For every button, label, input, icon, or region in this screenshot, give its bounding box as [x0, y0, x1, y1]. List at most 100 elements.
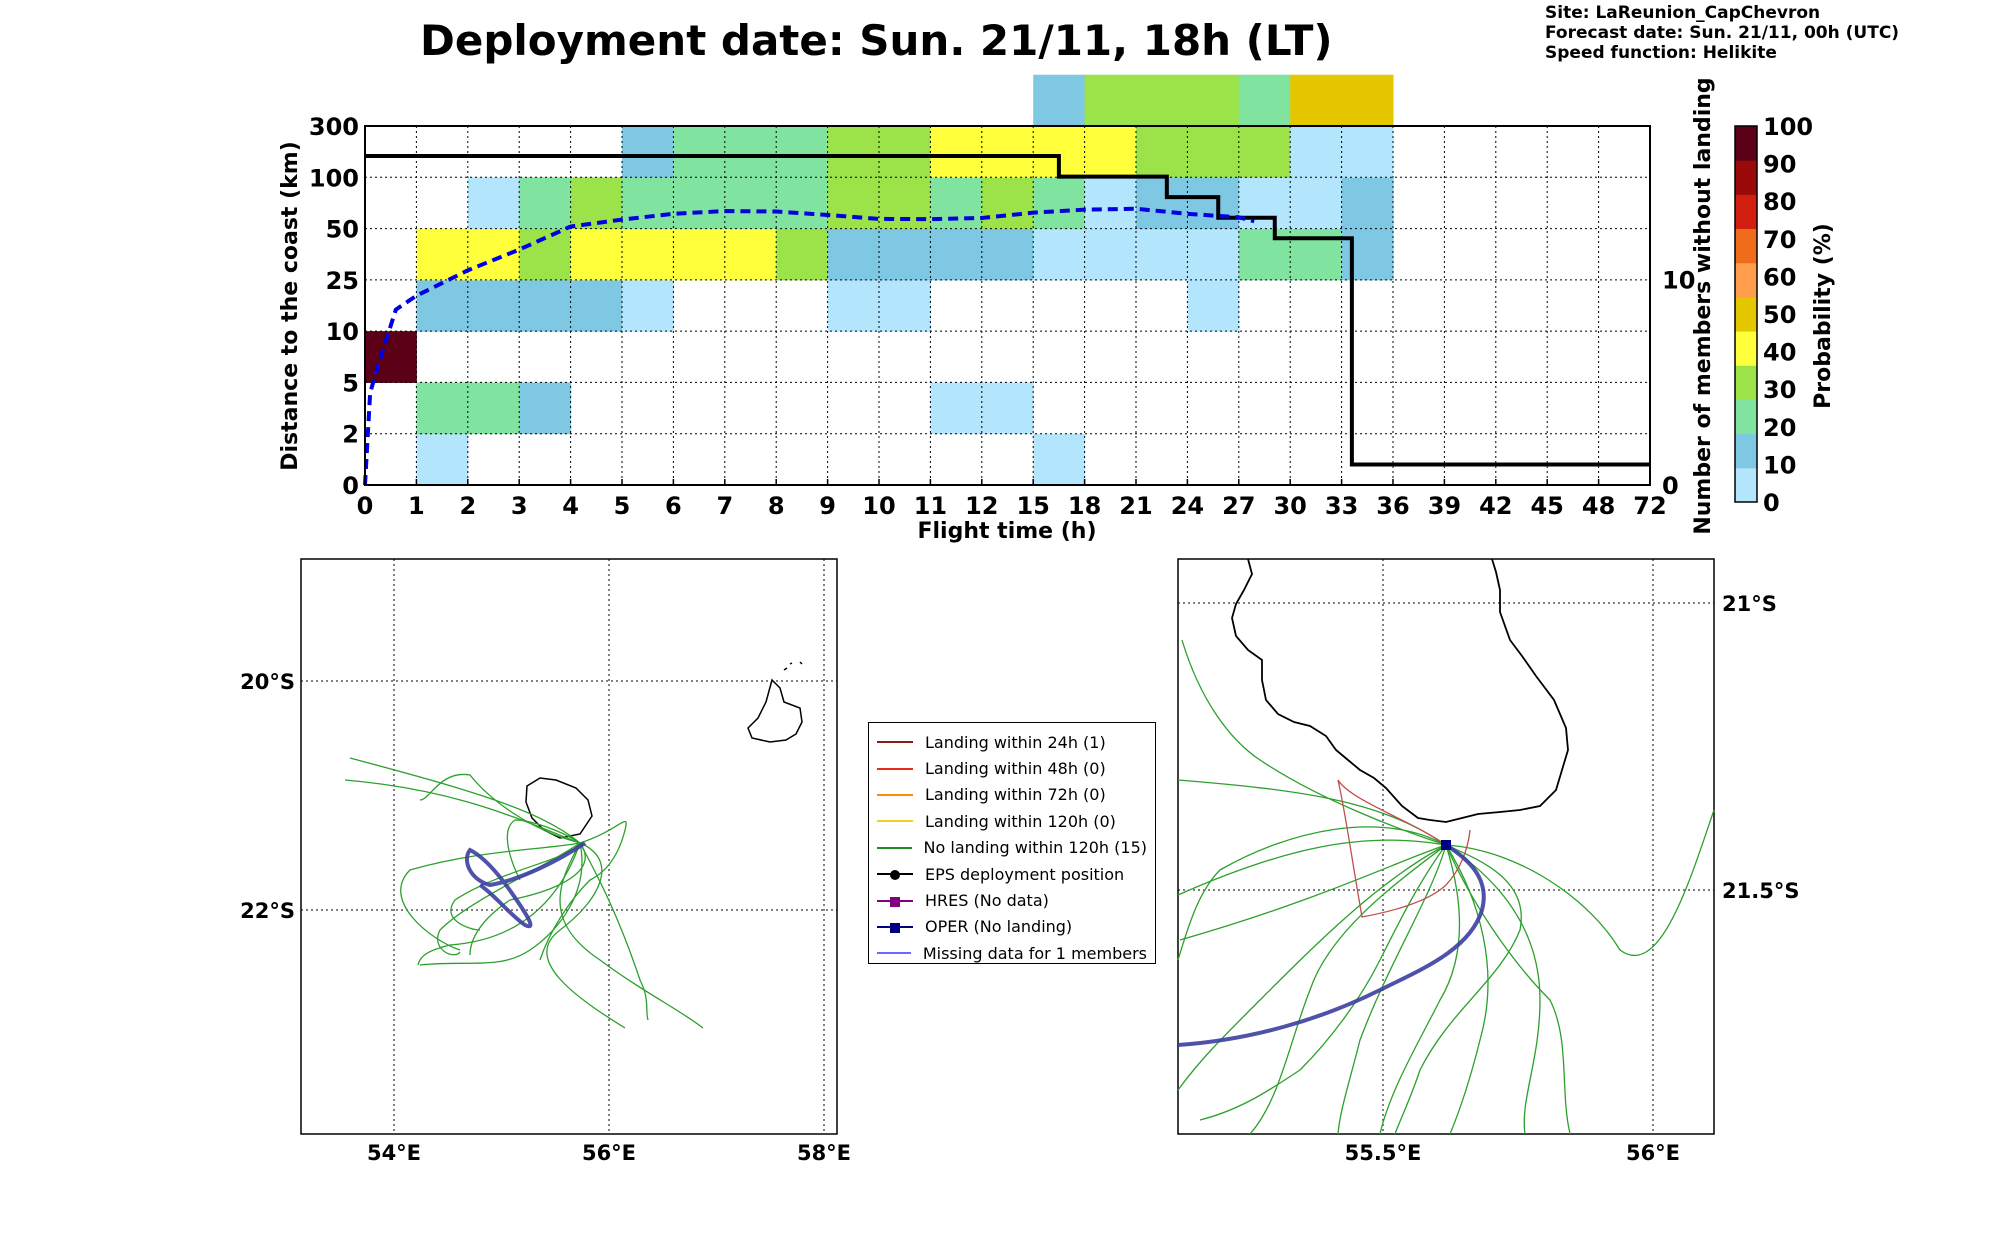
colorbar-tick-label: 0: [1763, 489, 1780, 517]
map-overview-ticks: 54°E 56°E 58°E 20°S 22°S: [240, 670, 851, 1165]
heatmap-lines: [363, 154, 1650, 486]
legend-line-swatch: [877, 870, 913, 881]
map-overview-lon-label: 54°E: [367, 1141, 421, 1165]
heatmap-cell: [827, 279, 880, 332]
map-zoom-lon-label: 55.5°E: [1345, 1141, 1422, 1165]
colorbar-swatch: [1735, 331, 1757, 366]
legend-item: Landing within 24h (1): [877, 729, 1147, 755]
legend-label: OPER (No landing): [925, 917, 1073, 937]
y-tick-label: 2: [342, 421, 359, 449]
legend-item: OPER (No landing): [877, 914, 1147, 940]
heatmap-cell: [827, 126, 880, 178]
heatmap-cell: [1084, 126, 1137, 178]
heatmap-cell: [1033, 228, 1086, 281]
heatmap-cell: [1187, 74, 1240, 127]
heatmap-cell: [1033, 74, 1086, 127]
heatmap-cell: [622, 228, 674, 281]
legend-item: EPS deployment position: [877, 861, 1147, 887]
heatmap-cell: [1033, 433, 1086, 486]
map-overview-frame: [300, 558, 838, 1135]
x-tick-label: 4: [562, 492, 579, 520]
colorbar-tick-label: 90: [1763, 151, 1796, 179]
heatmap-cell: [519, 228, 572, 281]
heatmap-cell: [570, 228, 623, 281]
heatmap-cell: [467, 382, 520, 435]
map-overview: 54°E 56°E 58°E 20°S 22°S: [240, 558, 851, 1165]
heatmap-cell: [365, 331, 417, 383]
legend-item: HRES (No data): [877, 887, 1147, 913]
colorbar-swatch: [1735, 296, 1757, 332]
heatmap-ticks: 0 1 2 3 4 5 6 7 8 9 10 11 12 15 18 21 24 27 30 33 36 39 42 45 48…: [309, 113, 1696, 520]
x-tick-label: 30: [1273, 492, 1306, 520]
y-tick-label: 0: [342, 472, 359, 500]
heatmap-cell: [1238, 126, 1291, 178]
legend-line-swatch: [877, 846, 912, 849]
colorbar-label: Probability (%): [1811, 223, 1836, 409]
x-tick-label: 3: [511, 492, 528, 520]
heatmap-cell: [981, 126, 1034, 178]
x-tick-label: 5: [614, 492, 631, 520]
deployment-marker: [1441, 840, 1451, 850]
legend-line-swatch: [877, 767, 913, 770]
x-tick-label: 45: [1530, 492, 1563, 520]
legend-line-swatch: [877, 952, 911, 955]
forecast-date-label: Forecast date: Sun. 21/11, 00h (UTC): [1545, 23, 1900, 43]
map-overview-lat-label: 20°S: [240, 670, 295, 694]
map-overview-gridlines: [301, 559, 837, 1134]
colorbar-tick-label: 70: [1763, 226, 1796, 254]
x-axis-label: Flight time (h): [917, 519, 1096, 544]
heatmap-cell: [724, 228, 777, 281]
legend-item: No landing within 120h (15): [877, 835, 1147, 861]
map-zoom-lat-label: 21.5°S: [1722, 879, 1799, 903]
colorbar-swatch: [1735, 126, 1757, 161]
x-tick-label: 9: [819, 492, 836, 520]
legend: Landing within 24h (1) Landing within 48h…: [868, 722, 1156, 964]
heatmap-cell: [416, 433, 469, 486]
heatmap-cell: [622, 126, 674, 178]
speed-function-label: Speed function: Helikite: [1545, 43, 1777, 63]
map-overview-lat-label: 22°S: [240, 899, 295, 923]
y-tick-label: 5: [342, 369, 359, 397]
legend-line-swatch: [877, 896, 913, 907]
colorbar-tick-label: 40: [1763, 339, 1796, 367]
legend-marker-icon: [890, 896, 900, 907]
colorbar-frame: [1734, 125, 1758, 503]
heatmap-cell: [776, 177, 829, 230]
heatmap-cell: [416, 382, 469, 435]
landing-trajectory-zoom: [1337, 779, 1471, 918]
map-zoom-ticks: 55.5°E 56°E 21°S 21.5°S: [1345, 592, 1800, 1165]
y-axis-label: Distance to the coast (km): [278, 141, 303, 471]
heatmap-cell: [1238, 74, 1291, 127]
heatmap-cell: [622, 177, 674, 230]
x-tick-label: 72: [1633, 492, 1666, 520]
heatmap-cell: [1136, 74, 1188, 127]
legend-item: Landing within 72h (0): [877, 782, 1147, 808]
heatmap-cell: [981, 228, 1034, 281]
heatmap-cell: [879, 177, 931, 230]
map-zoom-lat-label: 21°S: [1722, 592, 1777, 616]
heatmap-cell: [1084, 177, 1137, 230]
heatmap-cell: [673, 228, 726, 281]
colorbar-swatch: [1735, 399, 1757, 435]
x-tick-label: 48: [1582, 492, 1615, 520]
heatmap-cell: [776, 228, 829, 281]
y-tick-label: 100: [309, 164, 359, 192]
mean-distance-curve: [363, 206, 1255, 486]
heatmap-cell: [879, 279, 931, 332]
heatmap-cell: [519, 177, 572, 230]
legend-label: Landing within 72h (0): [925, 785, 1106, 805]
x-tick-label: 2: [459, 492, 476, 520]
forecast-info: Site: LaReunion_CapChevron Forecast date…: [1545, 3, 1899, 63]
heatmap-cell: [981, 382, 1034, 435]
legend-label: Landing within 24h (1): [925, 732, 1106, 752]
x-tick-label: 27: [1222, 492, 1255, 520]
y-tick-label: 50: [326, 216, 359, 244]
heatmap-cell: [1033, 177, 1086, 230]
x-tick-label: 33: [1325, 492, 1358, 520]
legend-marker-icon: [890, 922, 900, 933]
x-tick-label: 36: [1376, 492, 1409, 520]
legend-label: EPS deployment position: [925, 864, 1125, 884]
heatmap-cell: [724, 177, 777, 230]
heatmap-cell: [1136, 177, 1188, 230]
